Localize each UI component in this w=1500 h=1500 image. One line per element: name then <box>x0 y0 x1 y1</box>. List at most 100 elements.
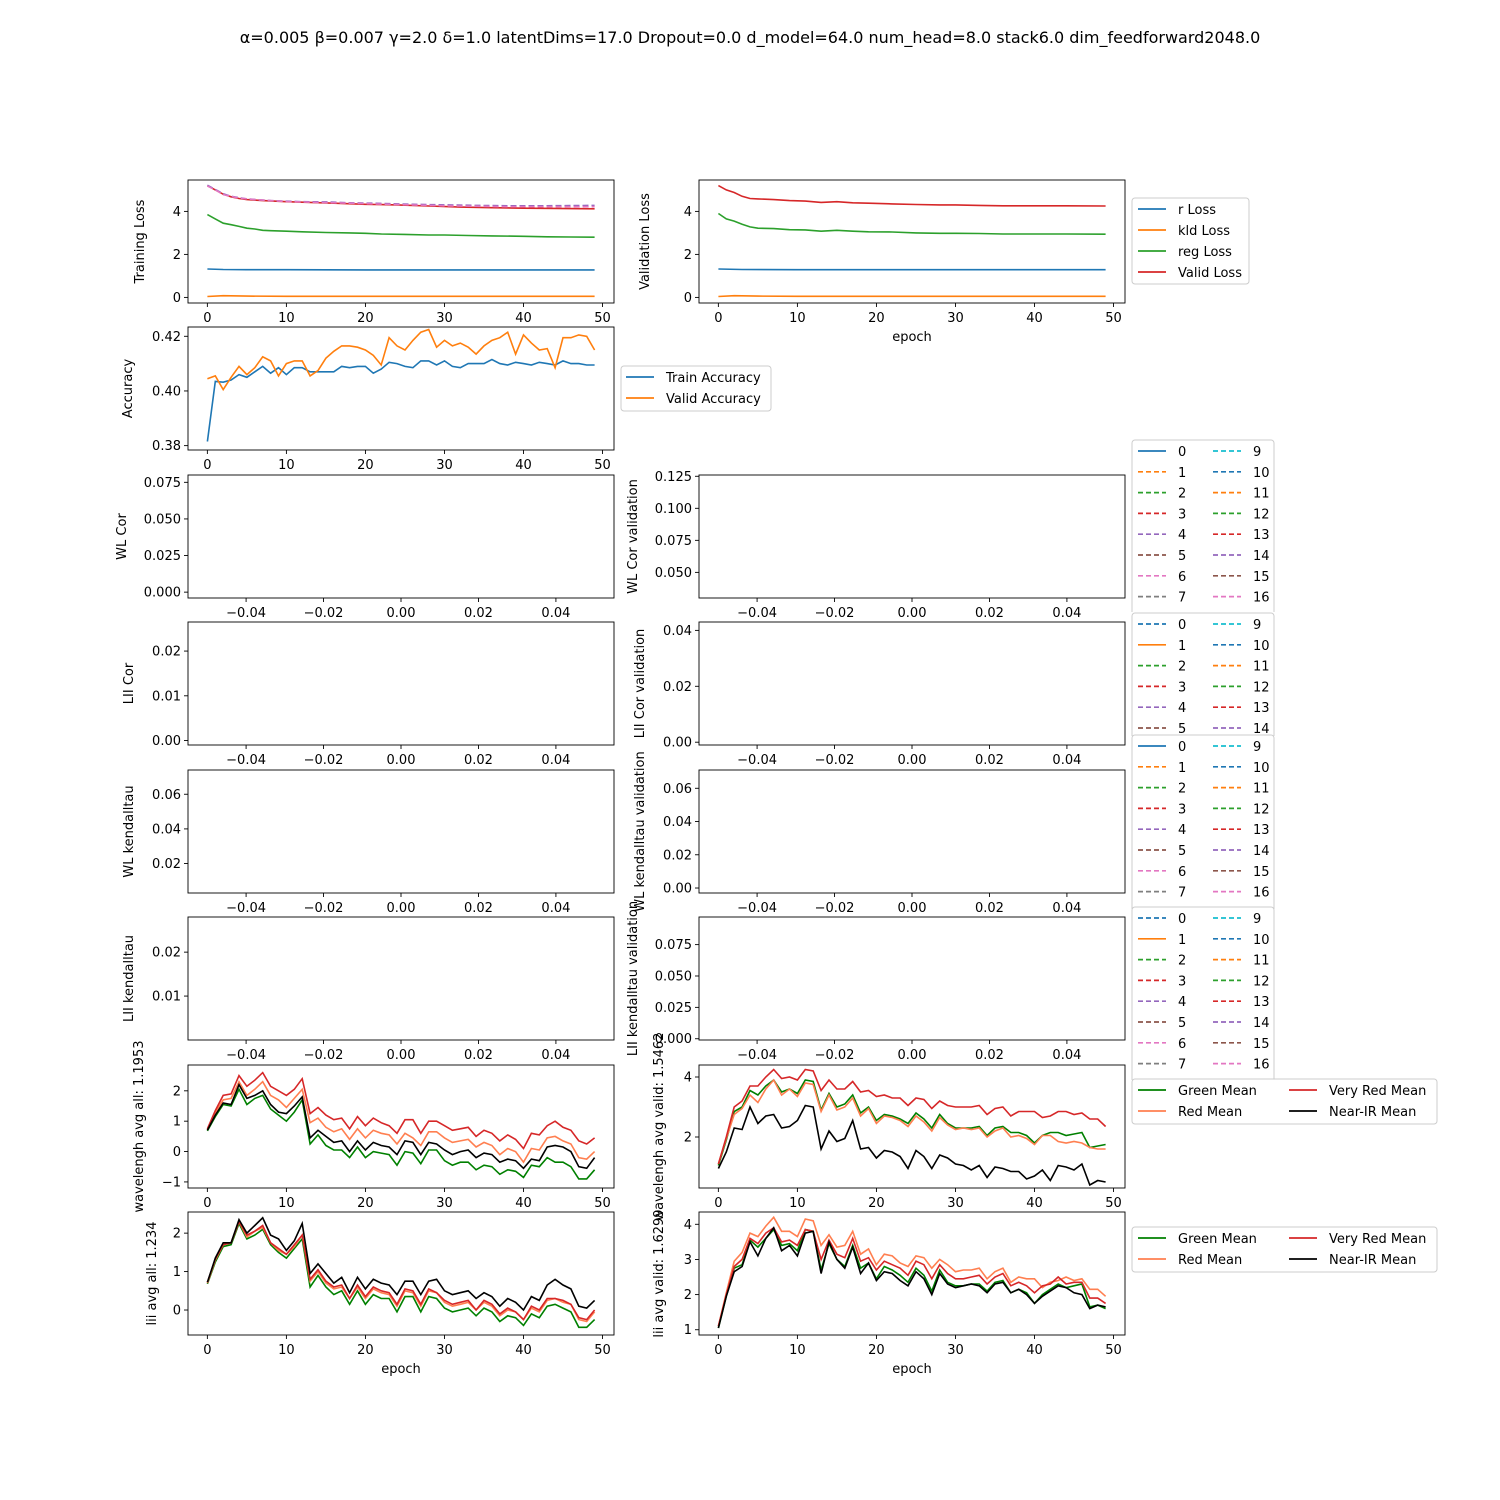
x-axis-label: epoch <box>892 330 932 345</box>
axes-frame <box>698 1211 1126 1336</box>
x-tick-label: 0.00 <box>387 753 416 768</box>
y-tick-label: 2 <box>173 1084 181 1099</box>
legend-label: Red Mean <box>1178 1253 1242 1268</box>
legend-frame <box>1131 439 1275 612</box>
legend-frame <box>1131 906 1275 1080</box>
y-tick-label: 0.00 <box>152 734 181 749</box>
series-line-4 <box>207 184 595 207</box>
x-axis-label: epoch <box>892 1362 932 1377</box>
legend-label: 0 <box>1178 445 1186 460</box>
y-axis-label: LII kendalltau <box>122 935 137 1022</box>
legend-label: 7 <box>1178 591 1186 606</box>
chart-wl_cor: −0.04 −0.02 0.00 0.02 0.04 0.000 0.025 0.050 0.0… <box>115 474 615 621</box>
axes-frame <box>187 179 615 304</box>
y-tick-label: 4 <box>684 1071 692 1086</box>
y-tick-label: 2 <box>684 1131 692 1146</box>
x-tick-label: 0.02 <box>464 753 493 768</box>
x-tick-label: 0 <box>714 311 722 326</box>
x-tick-label: 20 <box>357 1196 374 1211</box>
legend-label: 5 <box>1178 549 1186 564</box>
x-tick-label: 0.04 <box>541 606 570 621</box>
x-tick-label: 20 <box>868 1196 885 1211</box>
y-tick-label: 2 <box>684 1288 692 1303</box>
y-tick-label: 2 <box>173 1227 181 1242</box>
series-line-near-ir-mean <box>717 1226 1106 1329</box>
y-tick-label: 0.02 <box>663 848 692 863</box>
legend-label: 3 <box>1178 507 1186 522</box>
legend-label: 6 <box>1178 1037 1186 1052</box>
legend-label: 1 <box>1178 639 1186 654</box>
x-tick-label: −0.02 <box>304 901 344 916</box>
x-tick-label: 0 <box>203 1343 211 1358</box>
y-axis-label: LII kendalltau validation <box>626 901 641 1056</box>
legend-label: reg Loss <box>1178 245 1232 260</box>
y-tick-label: 0.125 <box>655 470 692 485</box>
legend-frame <box>1131 734 1275 909</box>
x-tick-label: −0.04 <box>226 606 266 621</box>
legend-label: 15 <box>1253 570 1270 585</box>
y-axis-label: Validation Loss <box>638 193 653 290</box>
series-line-3 <box>207 184 595 210</box>
x-tick-label: 0.00 <box>898 606 927 621</box>
y-tick-label: 0.000 <box>144 586 181 601</box>
x-tick-label: 40 <box>515 1343 532 1358</box>
x-tick-label: 50 <box>1105 1196 1122 1211</box>
x-tick-label: −0.04 <box>737 1048 777 1063</box>
x-tick-label: 10 <box>278 1196 295 1211</box>
legend-label: 16 <box>1253 591 1270 606</box>
x-tick-label: 0.02 <box>464 901 493 916</box>
chart-lii_cor: −0.04 −0.02 0.00 0.02 0.04 0.00 0.01 0.02 LII Co… <box>122 621 615 768</box>
legend-label: 2 <box>1178 782 1186 797</box>
x-tick-label: 0.04 <box>541 753 570 768</box>
axes-frame <box>698 474 1126 599</box>
x-tick-label: 40 <box>515 458 532 473</box>
x-tick-label: 0 <box>203 1196 211 1211</box>
series-line-very-red-mean <box>206 1071 596 1150</box>
y-tick-label: 0.04 <box>663 624 692 639</box>
legend-label: Very Red Mean <box>1329 1232 1426 1247</box>
axes-frame <box>187 474 615 599</box>
axes-frame <box>187 326 615 451</box>
y-tick-label: 2 <box>173 248 181 263</box>
x-tick-label: 40 <box>515 311 532 326</box>
chart-wl_kendall_valid: −0.04 −0.02 0.00 0.02 0.04 0.00 0.02 0.04 0.06 WL… <box>633 751 1126 916</box>
y-axis-label: lii avg all: 1.234 <box>145 1222 160 1326</box>
x-tick-label: 0.02 <box>975 1048 1004 1063</box>
legend-label: 2 <box>1178 487 1186 502</box>
y-tick-label: 1 <box>173 1115 181 1130</box>
y-tick-label: 0.050 <box>655 566 692 581</box>
legend-label: Near-IR Mean <box>1329 1253 1416 1268</box>
series-line-green-mean <box>717 1228 1106 1329</box>
legend-label: 3 <box>1178 974 1186 989</box>
legend-label: 14 <box>1253 722 1270 737</box>
y-tick-label: 4 <box>684 205 692 220</box>
y-tick-label: 0.04 <box>663 815 692 830</box>
y-tick-label: 1 <box>173 1265 181 1280</box>
x-tick-label: 20 <box>357 1343 374 1358</box>
x-tick-label: 40 <box>515 1196 532 1211</box>
y-tick-label: 0.025 <box>655 1001 692 1016</box>
x-tick-label: −0.04 <box>226 901 266 916</box>
legend-frame <box>620 365 772 412</box>
axes-frame <box>698 916 1126 1041</box>
series-line-very-red-mean <box>717 1068 1107 1165</box>
x-tick-label: 30 <box>436 311 453 326</box>
x-tick-label: −0.02 <box>815 606 855 621</box>
y-axis-label: WL Cor <box>115 513 130 560</box>
legend-frame <box>1131 197 1250 285</box>
legend-label: Red Mean <box>1178 1105 1242 1120</box>
legend-label: 4 <box>1178 528 1186 543</box>
y-tick-label: 0.075 <box>655 938 692 953</box>
axes-frame <box>698 769 1126 894</box>
legend-label: 2 <box>1178 954 1186 969</box>
series-line-red-mean <box>206 1079 596 1164</box>
y-tick-label: 0.01 <box>152 689 181 704</box>
axes-frame <box>187 621 615 746</box>
x-tick-label: −0.04 <box>226 753 266 768</box>
series-line-1 <box>207 294 595 298</box>
x-tick-label: 20 <box>357 458 374 473</box>
chart-lii_kendall_valid: −0.04 −0.02 0.00 0.02 0.04 0.000 0.025 0.050 0.0… <box>626 901 1126 1063</box>
legend-label: Near-IR Mean <box>1329 1105 1416 1120</box>
